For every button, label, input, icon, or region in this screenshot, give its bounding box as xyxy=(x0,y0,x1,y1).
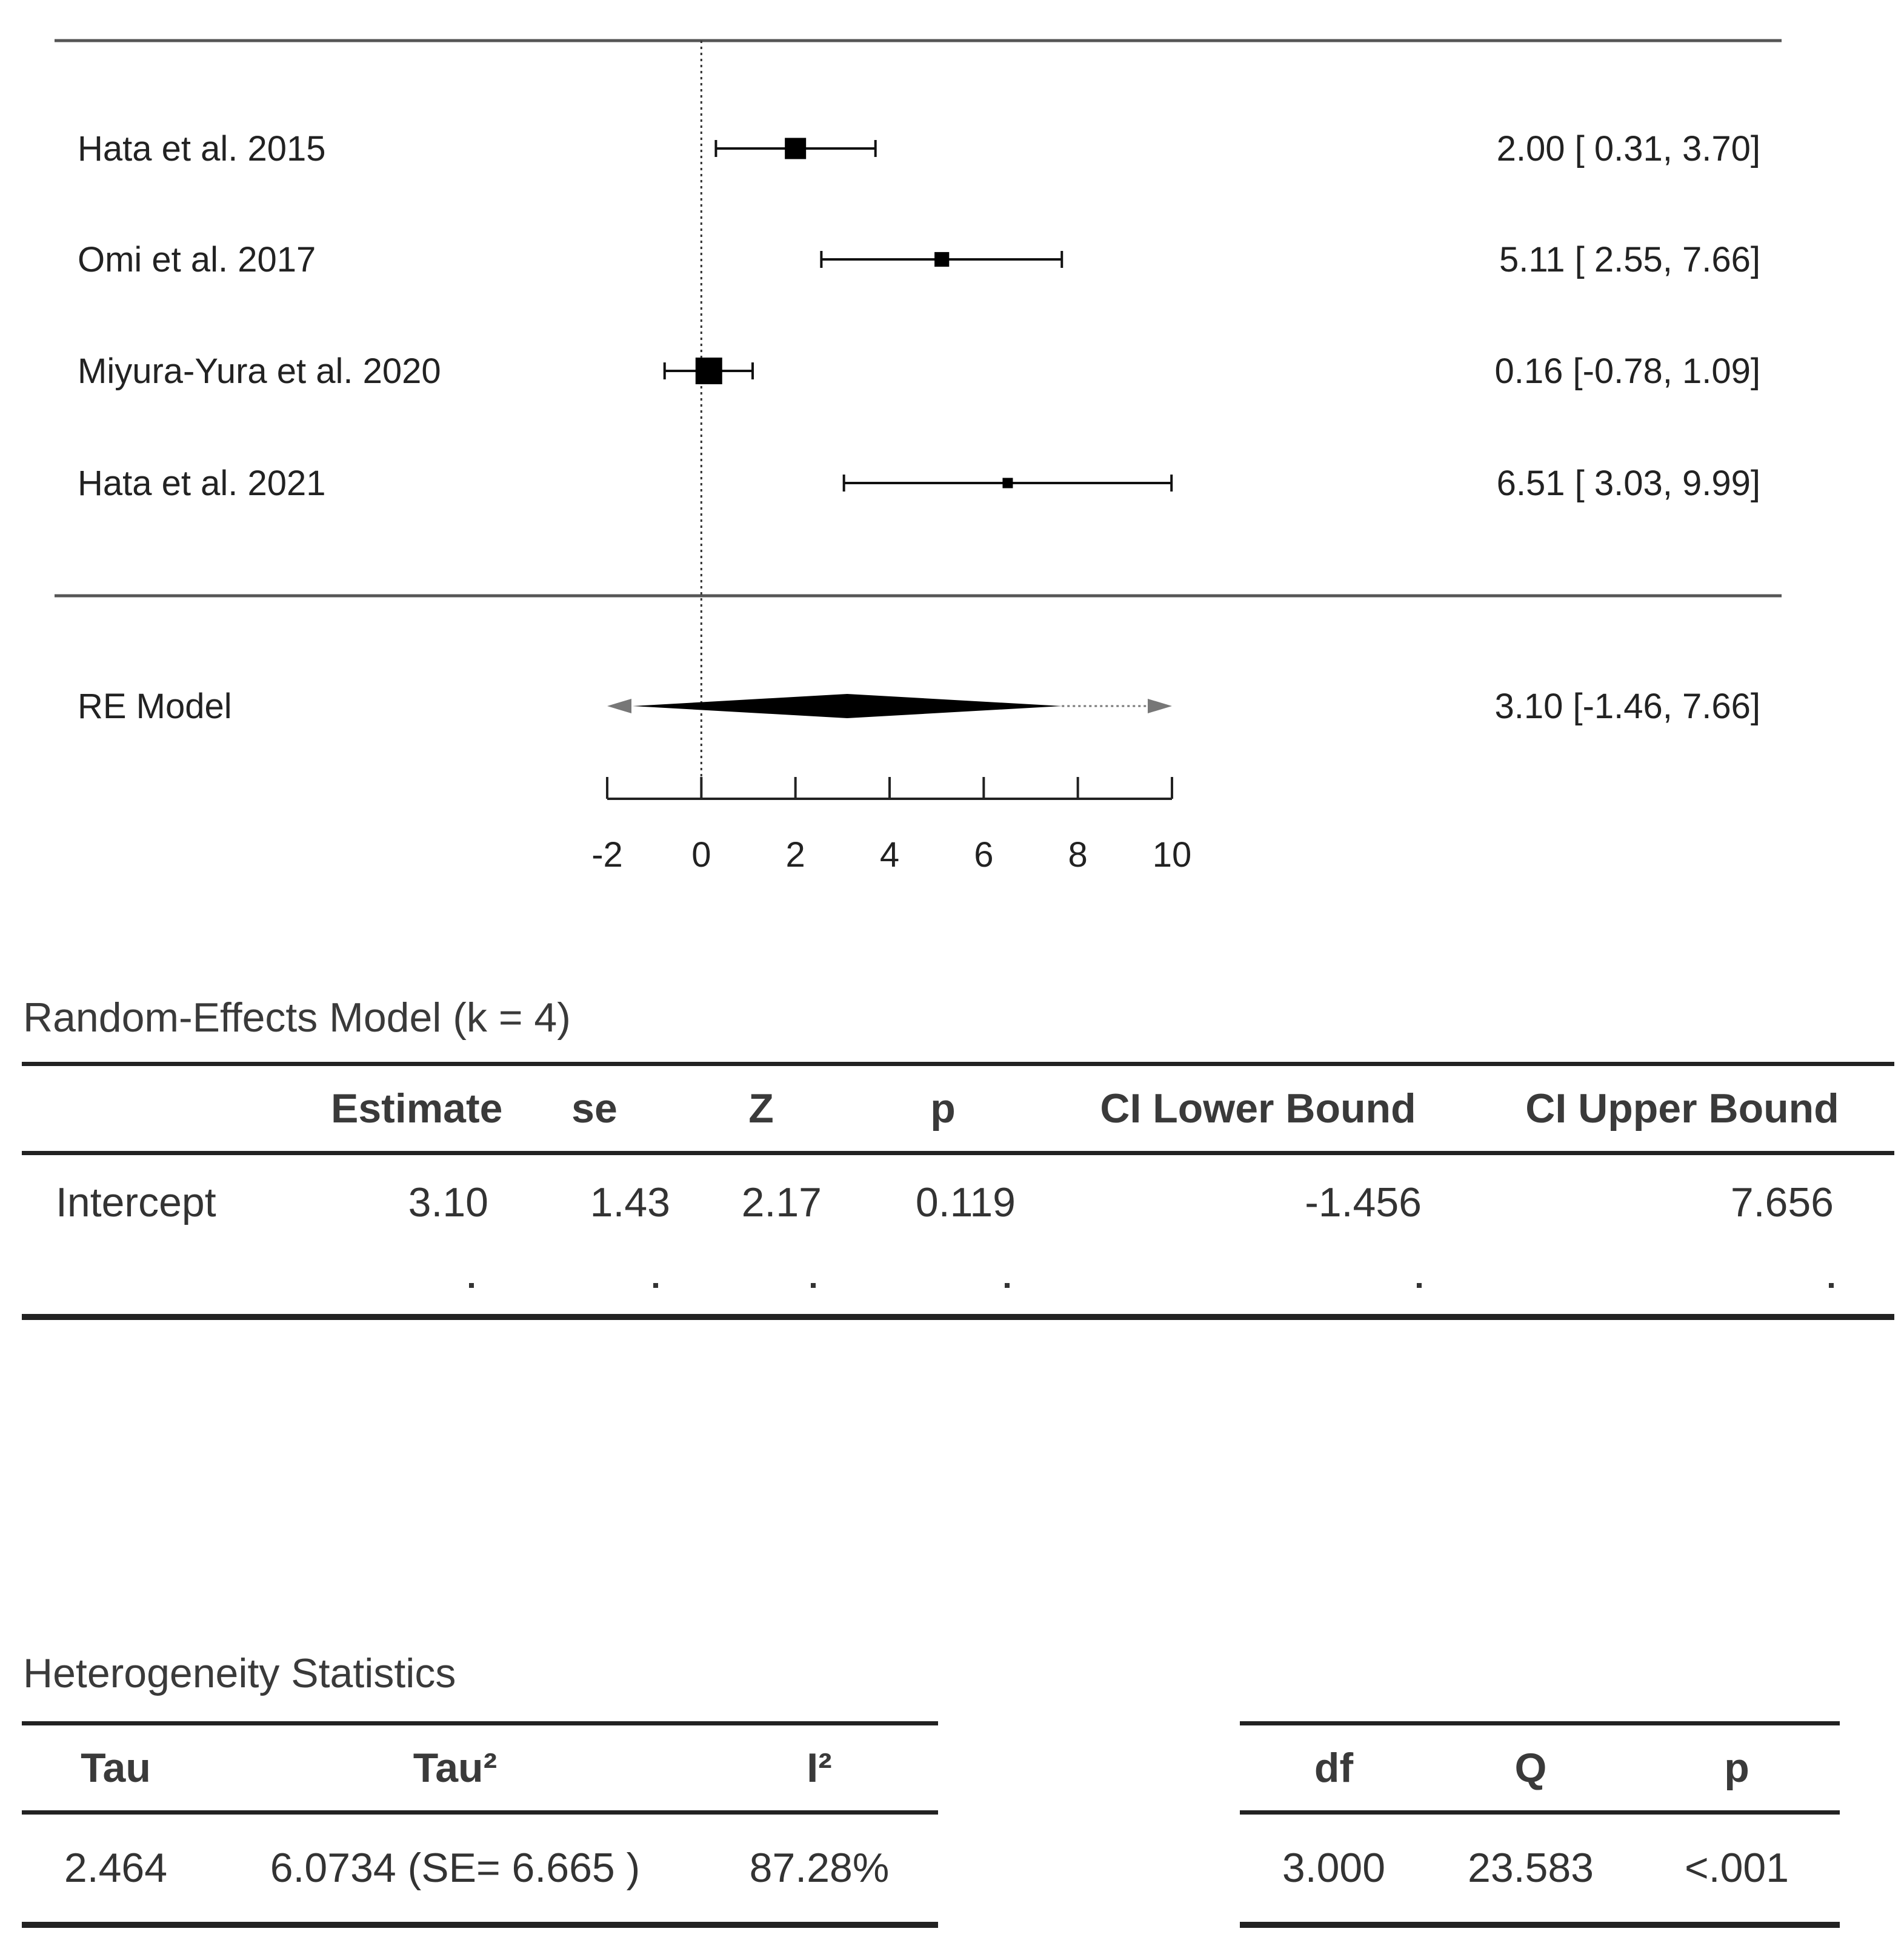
het-right-header-row: df Q p xyxy=(1240,1723,1840,1813)
x-tick-label: 6 xyxy=(974,835,993,875)
het-right-row: 3.000 23.583 <.001 xyxy=(1240,1812,1840,1925)
re-model-row: Intercept 3.10 1.43 2.17 0.119 -1.456 7.… xyxy=(22,1153,1894,1250)
dot-mark xyxy=(1829,1282,1834,1288)
re-row-se: 1.43 xyxy=(590,1179,670,1226)
het-left-header-row: Tau Tau² I² xyxy=(22,1723,938,1813)
heterogeneity-title: Heterogeneity Statistics xyxy=(23,1650,456,1696)
het-header-p: p xyxy=(1724,1745,1749,1791)
re-header-ci-lower: CI Lower Bound xyxy=(1100,1085,1416,1132)
x-tick-label: 2 xyxy=(786,835,805,875)
het-value-tau: 2.464 xyxy=(64,1845,168,1892)
het-header-tau: Tau xyxy=(81,1745,151,1791)
het-value-q: 23.583 xyxy=(1468,1845,1594,1892)
heterogeneity-left-table: Tau Tau² I² 2.464 6.0734 (SE= 6.665 ) 87… xyxy=(22,1721,938,1928)
study-point xyxy=(695,358,722,384)
re-row-estimate: 3.10 xyxy=(408,1179,488,1226)
re-row-z: 2.17 xyxy=(741,1179,822,1226)
x-tick-label: -2 xyxy=(591,835,623,875)
re-model-header-row: Estimate se Z p CI Lower Bound CI Upper … xyxy=(22,1064,1894,1153)
re-header-ci-upper: CI Upper Bound xyxy=(1525,1085,1839,1132)
re-header-0 xyxy=(22,1064,288,1153)
study-ci-text: 6.51 [ 3.03, 9.99] xyxy=(1497,464,1760,503)
forest-plot: Hata et al. 2015 2.00 [ 0.31, 3.70] Omi et… xyxy=(55,39,1782,875)
re-model-dots-row xyxy=(22,1250,1894,1317)
study-label: Miyura-Yura et al. 2020 xyxy=(78,352,441,391)
re-header-z: Z xyxy=(748,1085,774,1132)
het-header-tau2: Tau² xyxy=(413,1745,498,1791)
x-tick-label: 0 xyxy=(691,835,711,875)
heterogeneity-right-table: df Q p 3.000 23.583 <.001 xyxy=(1240,1721,1840,1928)
truncation-arrow-left xyxy=(607,699,631,713)
truncation-arrow-right xyxy=(1148,699,1172,713)
summary-ci-text: 3.10 [-1.46, 7.66] xyxy=(1494,687,1760,726)
study-point xyxy=(785,138,807,159)
study-label: Hata et al. 2021 xyxy=(78,464,326,503)
study-ci-text: 0.16 [-0.78, 1.09] xyxy=(1494,352,1760,391)
het-header-df: df xyxy=(1314,1745,1354,1791)
het-value-p: <.001 xyxy=(1684,1845,1789,1892)
study-ci-text: 5.11 [ 2.55, 7.66] xyxy=(1499,240,1760,279)
dot-mark xyxy=(1417,1282,1422,1288)
re-row-p: 0.119 xyxy=(915,1179,1016,1226)
x-tick-label: 4 xyxy=(880,835,899,875)
re-model-title: Random-Effects Model (k = 4) xyxy=(23,995,571,1041)
summary-diamond xyxy=(632,694,1062,718)
re-header-p: p xyxy=(930,1085,956,1132)
study-ci-text: 2.00 [ 0.31, 3.70] xyxy=(1497,129,1760,168)
het-header-q: Q xyxy=(1514,1745,1547,1791)
het-header-i2: I² xyxy=(807,1745,832,1791)
dot-mark xyxy=(1005,1282,1010,1288)
x-tick-label: 10 xyxy=(1153,835,1192,875)
x-tick-label: 8 xyxy=(1068,835,1088,875)
study-point xyxy=(1002,478,1013,488)
study-label: Omi et al. 2017 xyxy=(78,240,316,279)
het-left-row: 2.464 6.0734 (SE= 6.665 ) 87.28% xyxy=(22,1812,938,1925)
re-header-se: se xyxy=(571,1085,617,1132)
re-row-label: Intercept xyxy=(56,1179,216,1226)
het-value-df: 3.000 xyxy=(1282,1845,1386,1892)
re-header-estimate: Estimate xyxy=(331,1085,503,1132)
summary-label: RE Model xyxy=(78,687,232,726)
het-value-tau2: 6.0734 (SE= 6.665 ) xyxy=(270,1845,641,1892)
dot-mark xyxy=(811,1282,816,1288)
dot-mark xyxy=(469,1282,474,1288)
het-value-i2: 87.28% xyxy=(749,1845,890,1892)
dot-mark xyxy=(653,1282,658,1288)
study-label: Hata et al. 2015 xyxy=(78,129,326,168)
re-row-ci-lower: -1.456 xyxy=(1305,1179,1422,1226)
study-point xyxy=(934,252,950,267)
re-model-table: Estimate se Z p CI Lower Bound CI Upper … xyxy=(22,1062,1894,1320)
re-row-ci-upper: 7.656 xyxy=(1730,1179,1834,1226)
